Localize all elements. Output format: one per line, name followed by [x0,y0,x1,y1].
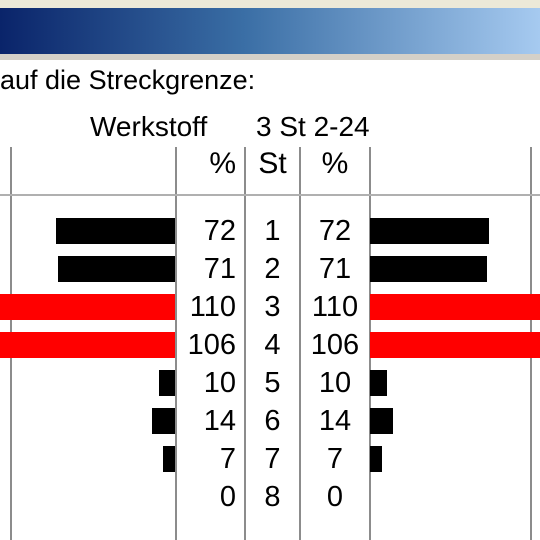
value-right-6: 14 [318,405,352,437]
value-right-5: 10 [318,367,352,399]
bar-right-3 [370,294,540,320]
bar-left-5 [158,370,175,396]
bar-right-6 [370,408,394,434]
column-header-right-pct: % [321,147,349,180]
bar-left-1 [56,218,175,244]
bar-right-1 [370,218,489,244]
grid-line-left-pct [244,147,246,540]
value-right-2: 71 [318,253,352,285]
value-left-4: 106 [187,329,236,361]
value-left-8: 0 [219,481,236,513]
bar-right-5 [370,370,387,396]
bar-left-7 [163,446,175,472]
window-top-edge [0,0,540,8]
st-label-6: 6 [264,405,281,437]
st-label-5: 5 [264,367,281,399]
window-titlebar[interactable] [0,0,540,54]
value-right-4: 106 [310,329,360,361]
material-label: Werkstoff [90,111,208,142]
st-label-3: 3 [264,291,281,323]
value-left-7: 7 [219,443,236,475]
grid-line-left-bars [175,147,177,540]
st-label-1: 1 [264,215,281,247]
heading-label: auf die Streckgrenze: [0,65,256,95]
header-separator [0,194,540,196]
value-left-1: 72 [203,215,236,247]
grid-line-st [299,147,301,540]
st-label-4: 4 [264,329,281,361]
value-left-6: 14 [203,405,236,437]
bar-right-2 [370,256,488,282]
st-label-7: 7 [264,443,281,475]
column-header-left-pct: % [209,147,236,180]
value-right-7: 7 [326,443,344,475]
value-right-8: 0 [326,481,344,513]
bar-left-3 [0,294,175,320]
value-right-3: 110 [311,291,359,323]
st-label-8: 8 [264,481,281,513]
value-left-5: 10 [203,367,236,399]
bar-left-6 [151,408,175,434]
value-right-1: 72 [318,215,352,247]
column-header-st: St [258,147,287,180]
titlebar-separator [0,54,540,60]
value-left-3: 110 [189,291,236,323]
bar-right-4 [370,332,540,358]
bar-right-7 [370,446,382,472]
bar-left-2 [57,256,175,282]
value-left-2: 71 [203,253,236,285]
bar-left-4 [0,332,175,358]
st-label-2: 2 [264,253,281,285]
material-value: 3 St 2-24 [256,111,370,142]
